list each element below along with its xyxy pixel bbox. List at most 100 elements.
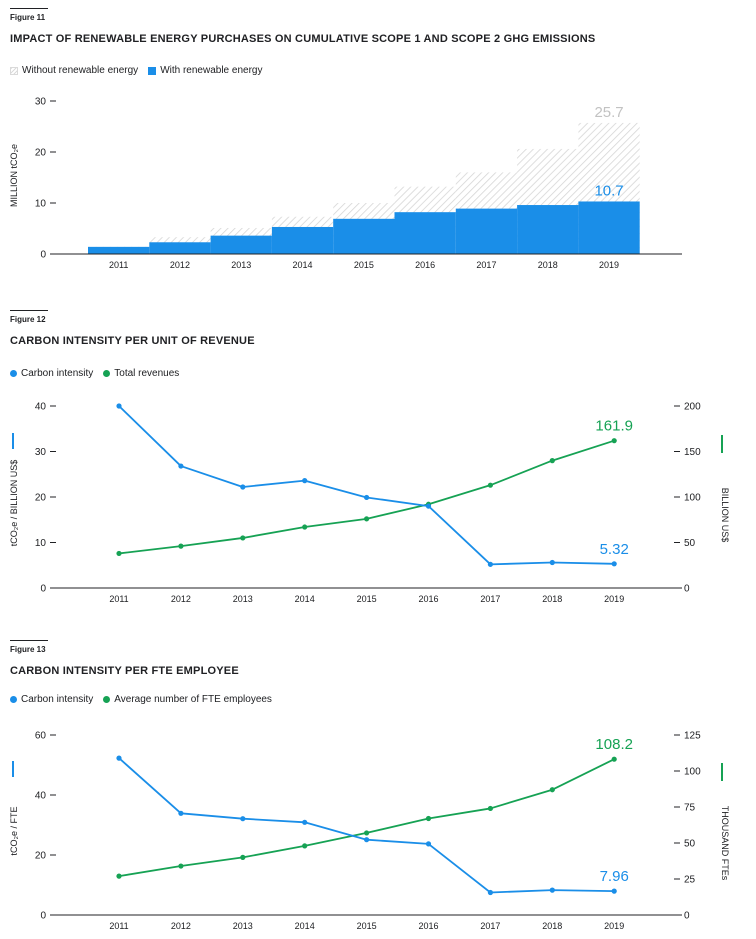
- square-swatch-icon: [148, 66, 157, 75]
- carbon-intensity-point: [487, 561, 493, 567]
- legend: Carbon intensity Average number of FTE e…: [10, 694, 272, 705]
- carbon-intensity-point: [549, 887, 555, 893]
- secondary-series-point: [116, 550, 122, 557]
- data-label: 108.2: [595, 736, 633, 753]
- legend-item-with-renewable: With renewable energy: [148, 65, 262, 76]
- x-tick-label: 2014: [295, 921, 315, 931]
- y-axis-label: MILLION tCO₂e: [9, 144, 19, 207]
- secondary-series-point: [487, 805, 493, 812]
- legend-label: Average number of FTE employees: [114, 694, 272, 705]
- secondary-series-point: [364, 830, 370, 836]
- x-tick-label: 2019: [599, 260, 619, 270]
- secondary-series-point: [240, 854, 246, 860]
- data-label: 161.9: [595, 418, 633, 435]
- y-axis-label: tCO₂e / BILLION US$: [9, 460, 19, 547]
- x-tick-label: 2012: [171, 594, 191, 604]
- bar-with-renewable: [149, 242, 211, 254]
- x-tick-label: 2014: [293, 260, 313, 270]
- y-right-tick-label: 150: [684, 447, 701, 458]
- legend-label: Without renewable energy: [22, 65, 139, 76]
- x-tick-label: 2012: [171, 921, 191, 931]
- green-dot-icon: [103, 370, 111, 377]
- legend-item-without-renewable: Without renewable energy: [10, 65, 138, 76]
- x-tick-label: 2015: [357, 921, 377, 931]
- carbon-intensity-point: [364, 837, 370, 843]
- line-chart: 0 10 20 30 40 0 50 100 150 200 tCO₂e / BILLION US$…: [9, 402, 730, 605]
- y-tick-label: 10: [35, 199, 47, 210]
- y-tick-label: 40: [35, 791, 47, 802]
- legend-label: Total revenues: [114, 368, 180, 379]
- carbon-intensity-line: [118, 405, 615, 566]
- secondary-series-point: [302, 843, 308, 849]
- y-tick-label: 0: [40, 584, 46, 595]
- figure-11: Figure 11 IMPACT OF RENEWABLE ENERGY PUR…: [9, 8, 746, 280]
- figure-label: Figure 13: [10, 645, 46, 654]
- x-tick-label: 2017: [476, 260, 496, 270]
- secondary-series-point: [611, 438, 617, 444]
- carbon-intensity-point: [364, 494, 370, 501]
- y-right-tick-label: 125: [684, 731, 701, 742]
- x-tick-label: 2017: [480, 921, 500, 931]
- y-right-tick-label: 0: [684, 911, 690, 922]
- y-tick-label: 60: [35, 731, 47, 742]
- x-tick-label: 2013: [233, 921, 253, 931]
- x-tick-label: 2011: [109, 921, 128, 931]
- bar-with-renewable: [333, 218, 395, 254]
- bar-with-renewable: [578, 201, 640, 254]
- x-tick-label: 2011: [109, 594, 128, 604]
- line-chart: 0 20 40 60 0 25 50 75 100 125 tCO₂e / FTE THOUSAND …: [9, 731, 730, 932]
- hatch-swatch-icon: [10, 66, 18, 75]
- x-tick-label: 2018: [542, 594, 562, 604]
- bar-with-renewable: [517, 205, 579, 254]
- x-tick-label: 2015: [357, 594, 377, 604]
- y-tick-label: 40: [35, 402, 47, 413]
- y-right-tick-label: 50: [684, 839, 696, 850]
- carbon-intensity-point: [178, 463, 184, 469]
- bar-with-renewable: [210, 235, 272, 254]
- bar-with-renewable: [394, 212, 456, 254]
- secondary-series-point: [549, 458, 555, 464]
- y-tick-label: 20: [35, 148, 47, 159]
- data-label: 5.32: [600, 541, 629, 558]
- data-label: 25.7: [594, 104, 623, 121]
- carbon-intensity-point: [240, 816, 246, 822]
- y-tick-label: 10: [35, 538, 47, 549]
- carbon-intensity-line: [118, 757, 615, 894]
- x-tick-label: 2013: [233, 594, 253, 604]
- carbon-intensity-point: [611, 888, 617, 894]
- secondary-series-point: [487, 482, 493, 488]
- x-tick-label: 2017: [480, 594, 500, 604]
- blue-dot-icon: [10, 696, 17, 703]
- data-label: 10.7: [594, 182, 623, 199]
- figure-12: Figure 12 CARBON INTENSITY PER UNIT OF R…: [9, 310, 746, 610]
- blue-dot-icon: [10, 370, 17, 377]
- carbon-intensity-point: [116, 755, 122, 761]
- figure-rule: [10, 640, 48, 641]
- carbon-intensity-point: [425, 841, 432, 847]
- secondary-series-line: [118, 758, 615, 878]
- legend: Without renewable energy With renewable …: [10, 65, 262, 76]
- x-tick-label: 2014: [295, 594, 315, 604]
- x-tick-label: 2016: [418, 594, 438, 604]
- carbon-intensity-point: [240, 484, 246, 490]
- x-tick-label: 2016: [415, 260, 435, 270]
- y-axis-label: tCO₂e / FTE: [9, 807, 19, 856]
- legend-item-fte-employees: Average number of FTE employees: [103, 694, 272, 705]
- legend-label: Carbon intensity: [21, 694, 94, 705]
- legend-item-carbon-intensity: Carbon intensity: [10, 368, 93, 379]
- figure-label: Figure 11: [10, 13, 46, 22]
- y-right-axis-label: THOUSAND FTEs: [720, 806, 730, 881]
- secondary-series-point: [611, 756, 617, 762]
- carbon-intensity-point: [302, 478, 308, 484]
- y-right-tick-label: 100: [684, 493, 701, 504]
- y-tick-label: 20: [35, 493, 47, 504]
- y-right-tick-label: 0: [684, 584, 690, 595]
- y-right-tick-label: 50: [684, 538, 696, 549]
- figure-title: CARBON INTENSITY PER FTE EMPLOYEE: [10, 665, 239, 677]
- x-tick-label: 2011: [109, 260, 128, 270]
- x-tick-label: 2019: [604, 921, 624, 931]
- x-tick-label: 2013: [231, 260, 251, 270]
- y-right-tick-label: 25: [684, 875, 696, 886]
- carbon-intensity-point: [116, 403, 122, 409]
- y-tick-label: 0: [40, 911, 46, 922]
